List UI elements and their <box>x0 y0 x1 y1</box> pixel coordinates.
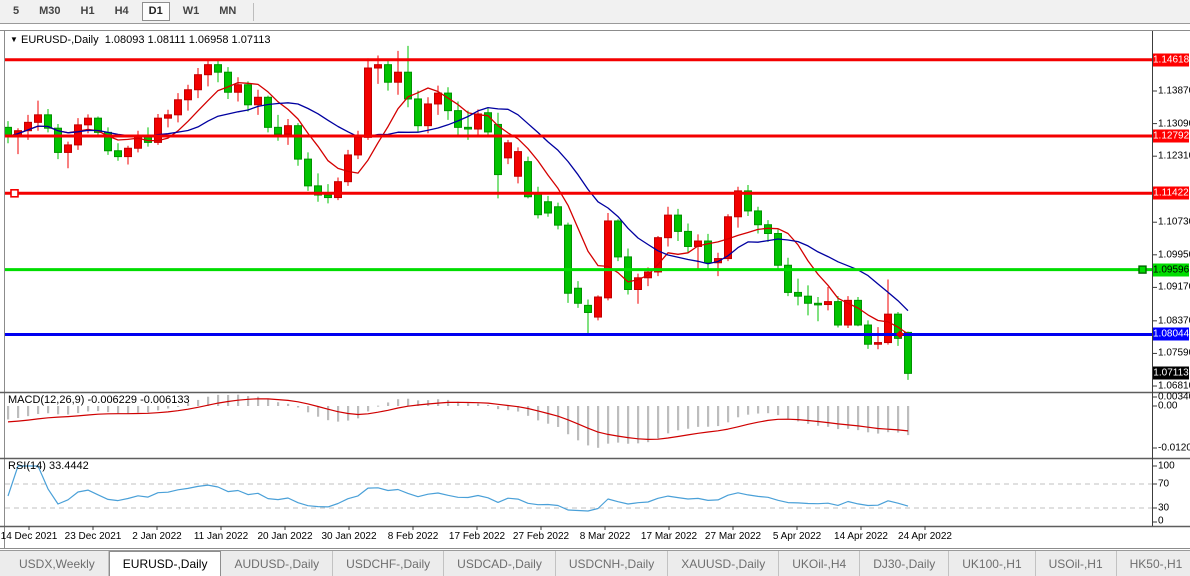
price-axis-label: 1.09170 <box>1158 281 1190 293</box>
price-axis-label: 1.13870 <box>1158 85 1190 97</box>
tab-usdchf-daily[interactable]: USDCHF-,Daily <box>333 551 445 576</box>
time-axis-label: 30 Jan 2022 <box>321 531 377 542</box>
tab-usoil-h1[interactable]: USOil-,H1 <box>1036 551 1117 576</box>
time-axis-label: 8 Feb 2022 <box>387 531 439 542</box>
timeframe-button-d1[interactable]: D1 <box>141 2 170 21</box>
rsi-axis-label: 70 <box>1158 478 1170 490</box>
rsi-name: RSI(14) <box>8 460 46 472</box>
rsi-axis-label: 0 <box>1158 515 1164 527</box>
chart-dropdown-icon[interactable]: ▼ <box>10 35 18 44</box>
tab-dj30-daily[interactable]: DJ30-,Daily <box>860 551 950 576</box>
time-axis-label: 20 Jan 2022 <box>257 531 313 542</box>
time-axis-label: 8 Mar 2022 <box>579 531 631 542</box>
price-axis-badge: 1.09596 <box>1153 263 1190 277</box>
macd-axis-label: 0.00 <box>1158 400 1178 412</box>
current-price-badge: 1.07113 <box>1153 366 1189 380</box>
tab-hk50-h1[interactable]: HK50-,H1 <box>1117 551 1190 576</box>
macd-axis-label: 0.003408 <box>1158 391 1190 403</box>
rsi-axis-label: 100 <box>1158 460 1175 472</box>
price-axis-badge: 1.11422 <box>1153 186 1189 200</box>
price-axis-label: 1.13090 <box>1158 118 1190 130</box>
tab-xauusd-daily[interactable]: XAUUSD-,Daily <box>668 551 780 576</box>
rsi-axis-label: 30 <box>1158 502 1170 514</box>
time-axis-label: 27 Feb 2022 <box>512 531 570 542</box>
time-axis-label: 23 Dec 2021 <box>64 531 122 542</box>
price-axis-label: 1.10730 <box>1158 216 1190 228</box>
macd-axis-label: -0.01205 <box>1158 442 1190 454</box>
price-axis-label: 1.08370 <box>1158 315 1190 327</box>
timeframe-button-m30[interactable]: M30 <box>39 5 61 17</box>
macd-indicator-label: MACD(12,26,9) -0.006229 -0.006133 <box>8 394 190 406</box>
time-axis-label: 14 Dec 2021 <box>0 531 58 542</box>
time-axis-label: 5 Apr 2022 <box>772 531 822 542</box>
macd-signal-value: -0.006133 <box>140 394 190 406</box>
price-axis-label: 1.07590 <box>1158 347 1190 359</box>
time-axis-label: 17 Feb 2022 <box>448 531 506 542</box>
price-axis-label: 1.06810 <box>1158 380 1190 392</box>
time-axis-label: 24 Apr 2022 <box>898 531 952 542</box>
time-axis-label: 27 Mar 2022 <box>704 531 762 542</box>
timeframe-button-h1[interactable]: H1 <box>80 5 95 17</box>
tab-usdcad-daily[interactable]: USDCAD-,Daily <box>444 551 556 576</box>
timeframe-button-mn[interactable]: MN <box>219 5 237 17</box>
price-axis-label: 1.09950 <box>1158 249 1190 261</box>
price-axis-label: 1.12310 <box>1158 150 1190 162</box>
chart-symbol-period: EURUSD-,Daily <box>20 34 99 46</box>
time-axis-label: 14 Apr 2022 <box>834 531 888 542</box>
tab-audusd-daily[interactable]: AUDUSD-,Daily <box>221 551 334 576</box>
toolbar-separator <box>253 2 255 21</box>
timeframe-button-h4[interactable]: H4 <box>114 5 129 17</box>
symbol-tab-bar: USDX,Weekly EURUSD-,Daily AUDUSD-,Daily USD… <box>0 550 1190 576</box>
tab-usdcnh-daily[interactable]: USDCNH-,Daily <box>556 551 669 576</box>
tab-eurusd-daily[interactable]: EURUSD-,Daily <box>108 551 222 576</box>
price-axis-badge: 1.14618 <box>1153 53 1190 67</box>
rsi-indicator-label: RSI(14) 33.4442 <box>8 460 89 472</box>
rsi-value: 33.4442 <box>48 460 89 472</box>
chart-ohlc-values: 1.08093 1.08111 1.06958 1.07113 <box>104 34 271 46</box>
price-axis-badge: 1.08044 <box>1153 327 1190 341</box>
timeframe-button-5[interactable]: 5 <box>13 5 20 17</box>
timeframe-button-w1[interactable]: W1 <box>182 5 200 17</box>
tab-usdx-weekly[interactable]: USDX,Weekly <box>6 551 109 576</box>
time-axis-label: 2 Jan 2022 <box>132 531 182 542</box>
time-axis-label: 17 Mar 2022 <box>640 531 698 542</box>
macd-name: MACD(12,26,9) <box>8 394 85 406</box>
chart-title: ▼ EURUSD-,Daily 1.08093 1.08111 1.06958 … <box>10 34 271 46</box>
macd-value: -0.006229 <box>87 394 138 406</box>
timeframe-toolbar: 5 M30 H1 H4 D1 W1 MN <box>0 0 1190 24</box>
time-axis-label: 11 Jan 2022 <box>193 531 249 542</box>
tab-ukoil-h4[interactable]: UKOil-,H4 <box>779 551 861 576</box>
price-axis-badge: 1.12792 <box>1153 129 1190 143</box>
tab-uk100-h1[interactable]: UK100-,H1 <box>949 551 1036 576</box>
